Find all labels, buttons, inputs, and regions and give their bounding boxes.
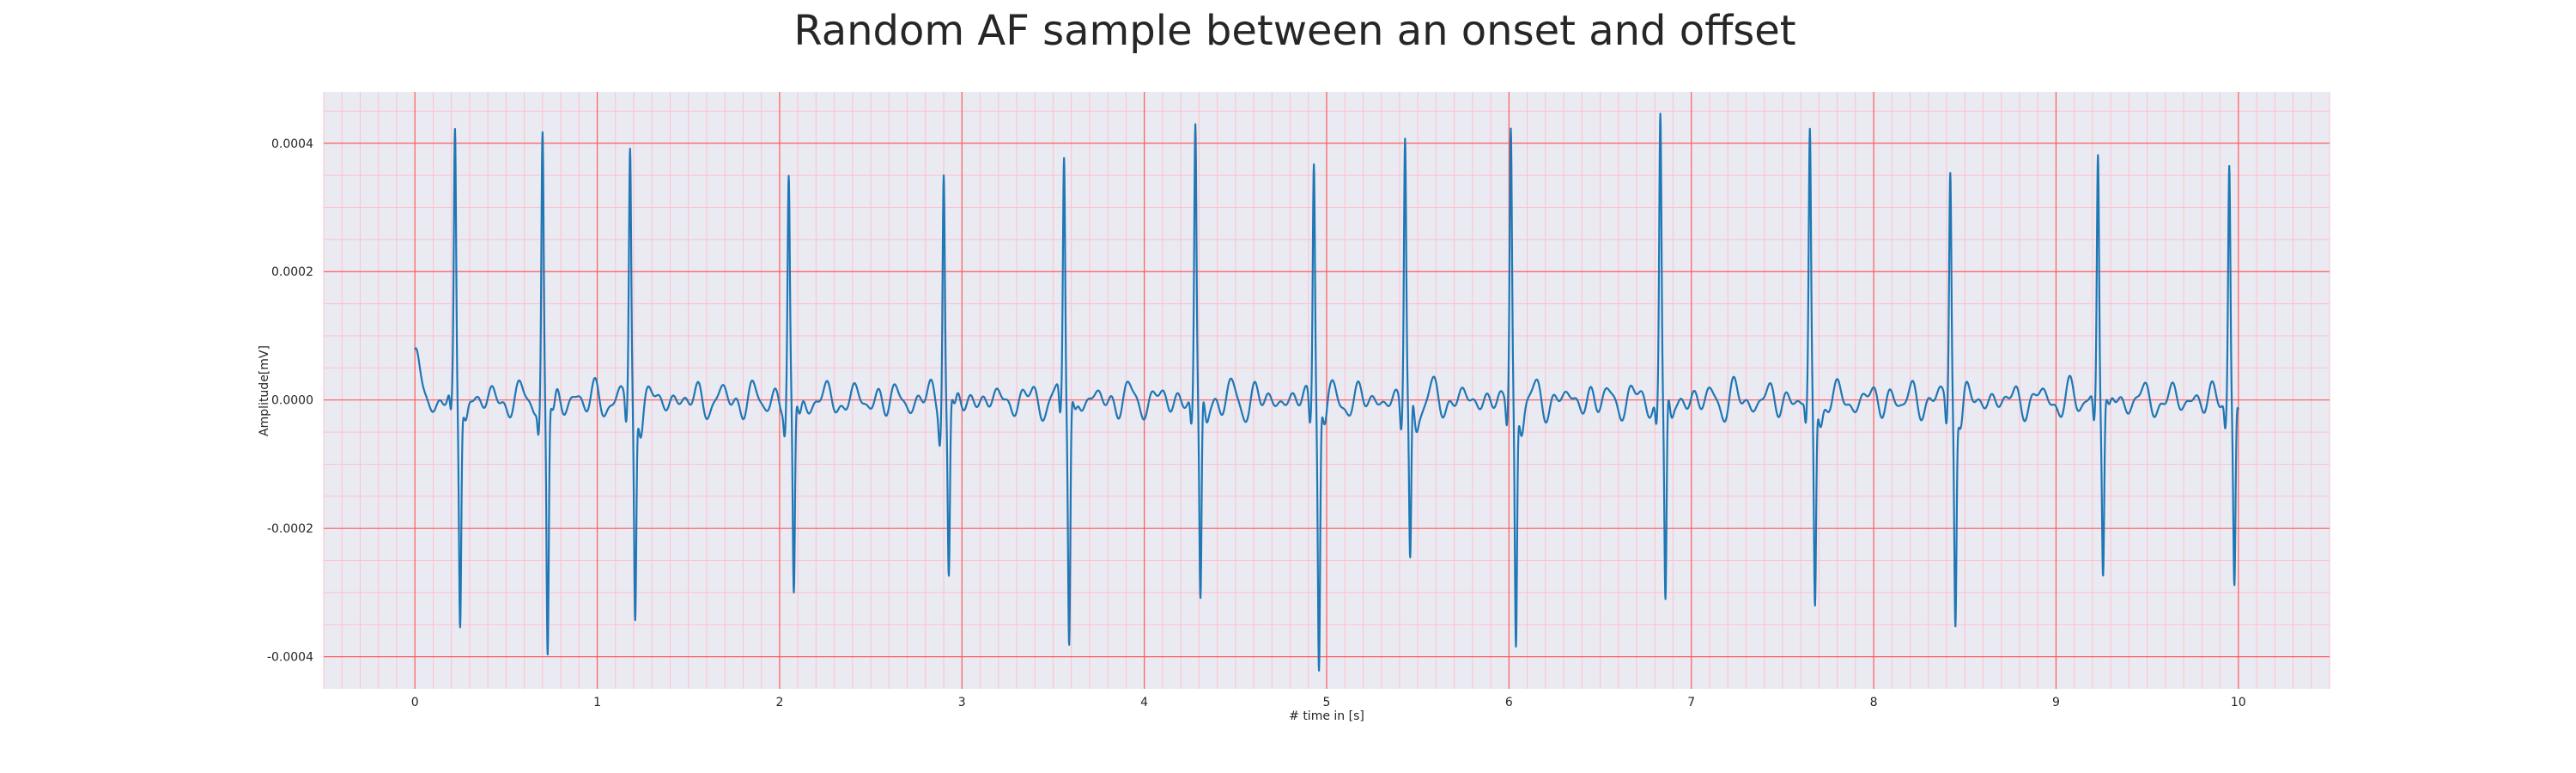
x-tick-label: 8 bbox=[1870, 696, 1878, 709]
y-axis-label: Amplitude[mV] bbox=[258, 345, 271, 436]
series-line-ecg bbox=[414, 113, 2239, 672]
minor-grid bbox=[323, 92, 2330, 689]
y-axis-ticks: -0.0004 -0.0002 0.0000 0.0002 0.0004 bbox=[267, 137, 313, 665]
x-axis-ticks: 0 1 2 3 4 5 6 7 8 9 10 bbox=[411, 696, 2246, 709]
x-tick-label: 6 bbox=[1505, 696, 1513, 709]
x-axis-label: # time in [s] bbox=[1289, 709, 1364, 723]
chart-title: Random AF sample between an onset and of… bbox=[793, 7, 1795, 55]
x-tick-label: 10 bbox=[2231, 696, 2246, 709]
x-tick-label: 9 bbox=[2052, 696, 2060, 709]
x-tick-label: 1 bbox=[593, 696, 601, 709]
y-tick-label: 0.0000 bbox=[271, 394, 313, 408]
x-tick-label: 5 bbox=[1323, 696, 1331, 709]
y-tick-label: 0.0002 bbox=[271, 265, 313, 279]
x-tick-label: 0 bbox=[411, 696, 419, 709]
x-tick-label: 3 bbox=[958, 696, 966, 709]
plot-area bbox=[323, 92, 2330, 689]
y-tick-label: -0.0004 bbox=[267, 651, 313, 665]
y-tick-label: -0.0002 bbox=[267, 522, 313, 536]
y-tick-label: 0.0004 bbox=[271, 137, 313, 151]
x-tick-label: 2 bbox=[775, 696, 783, 709]
x-tick-label: 4 bbox=[1140, 696, 1148, 709]
x-tick-label: 7 bbox=[1687, 696, 1695, 709]
